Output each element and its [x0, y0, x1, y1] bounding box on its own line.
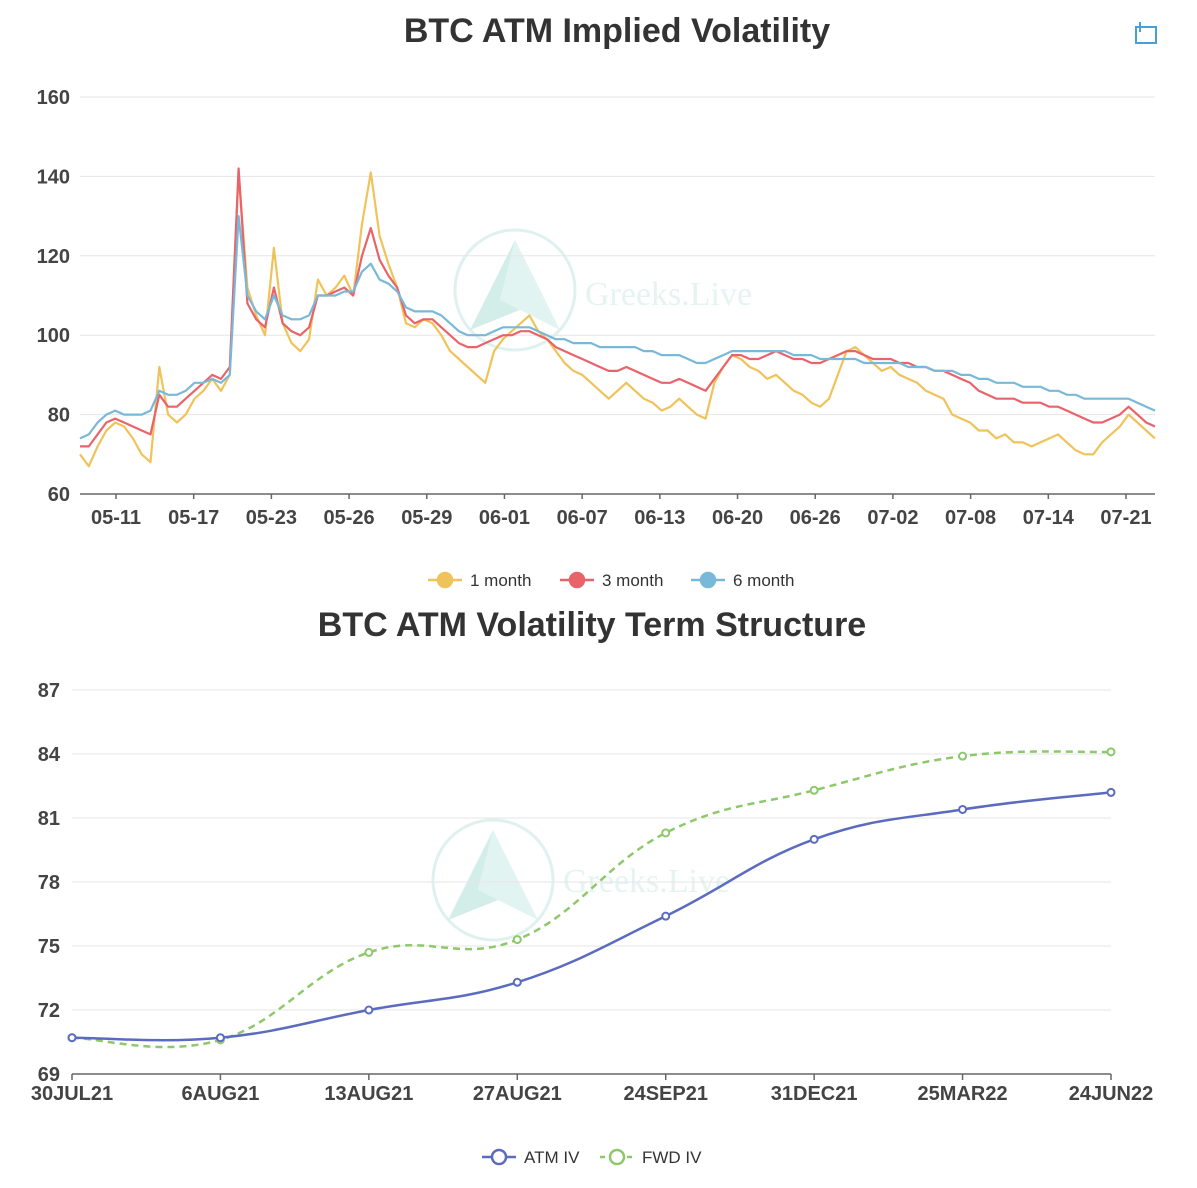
data-point-FWD-IV-5: [809, 785, 819, 795]
y-tick-label: 87: [38, 680, 60, 702]
legend-item-0: 1 month: [428, 571, 531, 590]
series-line-3-month: [80, 167, 1156, 448]
legend-label: 6 month: [733, 571, 794, 590]
y-tick-label: 84: [38, 744, 61, 766]
legend-swatch-marker: [608, 1148, 626, 1166]
legend-label: 1 month: [470, 571, 531, 590]
legend-item-1: 3 month: [560, 571, 663, 590]
data-point-ATM-IV-5: [809, 834, 819, 844]
data-point-ATM-IV-2: [364, 1005, 374, 1015]
watermark-text: Greeks.Live: [585, 276, 752, 313]
y-tick-label: 160: [37, 87, 70, 109]
y-tick-label: 60: [48, 484, 70, 506]
x-tick-label: 30JUL21: [31, 1083, 113, 1105]
y-tick-label: 69: [38, 1064, 60, 1086]
x-tick-label: 07-21: [1100, 507, 1151, 529]
data-point-FWD-IV-7: [1106, 747, 1116, 757]
y-tick-label: 80: [48, 405, 70, 427]
x-tick-label: 31DEC21: [771, 1083, 858, 1105]
legend-swatch-marker: [436, 571, 454, 589]
legend-item-1: FWD IV: [600, 1148, 702, 1167]
series-line-FWD-IV: [71, 750, 1112, 1049]
watermark-logo-2: Greeks.Live: [431, 818, 730, 942]
data-point-FWD-IV-2: [364, 947, 374, 957]
y-tick-label: 78: [38, 872, 60, 894]
legend-item-0: ATM IV: [482, 1148, 580, 1167]
x-tick-label: 25MAR22: [918, 1083, 1008, 1105]
x-tick-label: 07-02: [867, 507, 918, 529]
data-point-ATM-IV-4: [661, 911, 671, 921]
data-point-ATM-IV-1: [215, 1033, 225, 1043]
x-tick-label: 24SEP21: [623, 1083, 708, 1105]
data-point-ATM-IV-7: [1106, 787, 1116, 797]
y-tick-label: 120: [37, 246, 70, 268]
data-point-FWD-IV-6: [958, 751, 968, 761]
x-tick-label: 6AUG21: [182, 1083, 260, 1105]
chart-title-term-structure: BTC ATM Volatility Term Structure: [318, 606, 866, 644]
x-tick-label: 06-20: [712, 507, 763, 529]
x-tick-label: 06-07: [557, 507, 608, 529]
legend-item-2: 6 month: [691, 571, 794, 590]
legend-label: ATM IV: [524, 1148, 580, 1167]
y-tick-label: 100: [37, 325, 70, 347]
x-tick-label: 06-26: [790, 507, 841, 529]
legend-label: FWD IV: [642, 1148, 702, 1167]
x-tick-label: 24JUN22: [1069, 1083, 1154, 1105]
chart-title-implied-volatility: BTC ATM Implied Volatility: [404, 12, 830, 50]
x-tick-label: 07-14: [1023, 507, 1075, 529]
data-point-ATM-IV-0: [67, 1033, 77, 1043]
x-tick-label: 05-11: [91, 507, 141, 529]
watermark-logo: Greeks.Live: [453, 228, 752, 352]
x-tick-label: 06-13: [634, 507, 685, 529]
data-point-ATM-IV-6: [958, 804, 968, 814]
data-point-ATM-IV-3: [512, 977, 522, 987]
x-tick-label: 05-29: [401, 507, 452, 529]
restore-icon[interactable]: [1135, 22, 1157, 44]
series-line-6-month: [79, 215, 1156, 440]
legend-label: 3 month: [602, 571, 663, 590]
x-tick-label: 05-23: [246, 507, 297, 529]
x-tick-label: 07-08: [945, 507, 996, 529]
implied-volatility-chart: BTC ATM Implied Volatility Greeks.Live 6…: [37, 12, 1156, 590]
legend-swatch-marker: [699, 571, 717, 589]
y-tick-label: 72: [38, 1000, 60, 1022]
x-tick-label: 13AUG21: [324, 1083, 413, 1105]
data-point-FWD-IV-3: [512, 935, 522, 945]
legend-swatch-marker: [568, 571, 586, 589]
term-structure-chart: BTC ATM Volatility Term Structure Greeks…: [31, 606, 1153, 1167]
y-tick-label: 75: [38, 936, 60, 958]
series-line-ATM-IV: [71, 791, 1112, 1042]
y-tick-label: 81: [38, 808, 60, 830]
x-tick-label: 05-26: [323, 507, 374, 529]
x-tick-label: 27AUG21: [473, 1083, 562, 1105]
legend-swatch-marker: [490, 1148, 508, 1166]
x-tick-label: 05-17: [168, 507, 219, 529]
data-point-FWD-IV-4: [661, 828, 671, 838]
x-tick-label: 06-01: [479, 507, 530, 529]
y-tick-label: 140: [37, 166, 70, 188]
